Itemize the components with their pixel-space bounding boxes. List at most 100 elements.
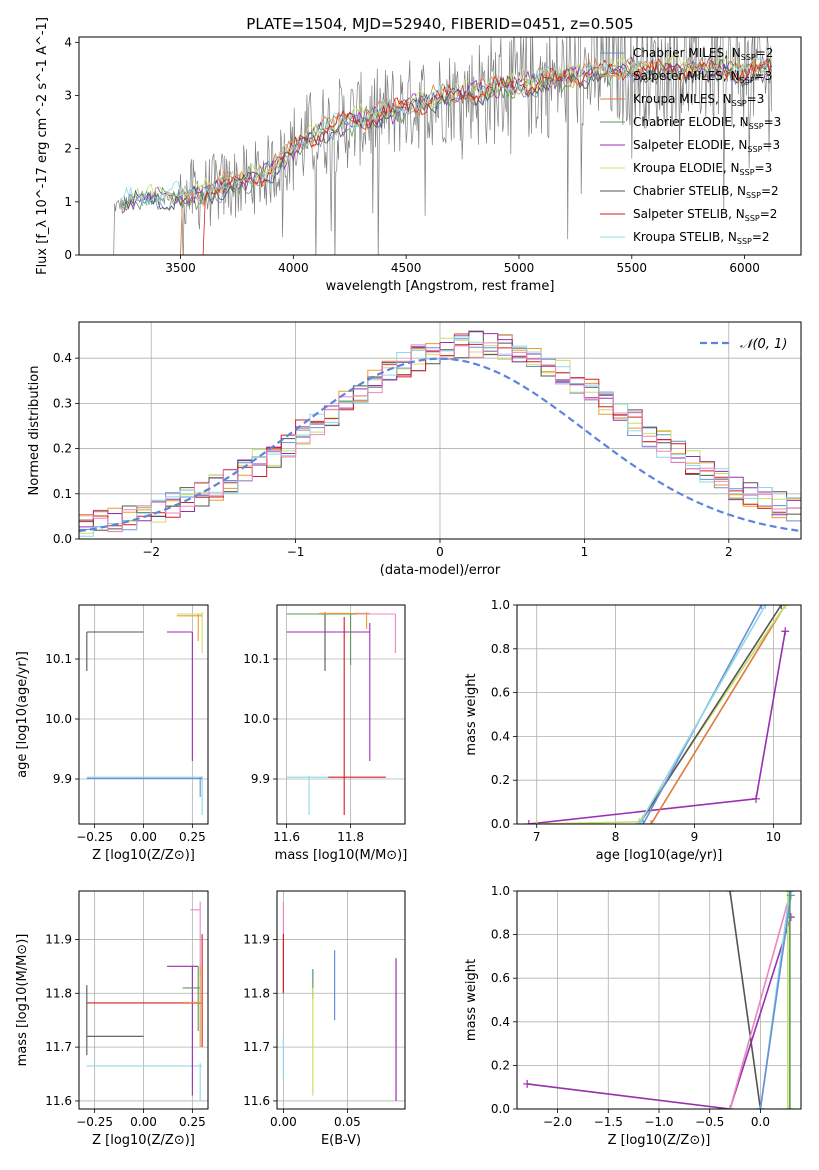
legend-label-sub: SSP [745,214,760,223]
axes-frame [516,890,802,1110]
y-axis-label: mass [log10(M/M⊙)] [15,934,30,1067]
x-tick-label: 4500 [391,261,422,275]
mass-weight-marker [785,1105,794,1109]
grid [517,890,801,1110]
x-tick-label: 0.00 [270,1115,297,1129]
axes-frame [516,604,802,825]
y-tick-label: 1 [64,195,72,209]
grid [79,605,208,824]
plot-area [282,901,397,1101]
mass-weight-marker [785,891,794,895]
residuals-legend: 𝒩(0, 1) [700,337,787,352]
y-tick-label: 0.2 [491,773,510,787]
legend-label: Kroupa STELIB, NSSP=2 [633,230,770,246]
plot-area [86,612,203,815]
y-tick-label: 2 [64,142,72,156]
y-tick-label: 1.0 [491,598,510,612]
y-tick-label: 1.0 [491,884,510,898]
x-axis-label: E(B-V) [321,1133,361,1148]
y-tick-label: 3 [64,88,72,102]
x-axis-label: (data-model)/error [380,563,501,578]
y-tick-label: 9.9 [251,772,270,786]
mass-weight-marker [781,605,790,609]
normal-distribution-curve [79,357,801,533]
legend-label-sub: SSP [741,53,756,62]
x-axis-label: Z [log10(Z/Z⊙)] [92,1133,195,1148]
legend-label-tail: =3 [747,92,765,106]
mass-weight-marker [524,820,533,824]
y-tick-label: 0.1 [53,487,72,501]
x-tick-label: 4000 [278,261,309,275]
y-tick-label: 11.7 [243,1040,270,1054]
spectrum-panel: 3500 4000 4500 5000 5500 6000 0 1 2 3 4 wavelength … [35,17,802,294]
legend-label-tail: =2 [760,207,778,221]
legend-label-main: Kroupa ELODIE, N [633,161,740,175]
y-tick-label: 0.2 [53,442,72,456]
legend-label-sub: SSP [732,99,747,108]
mass-weight-marker [761,605,770,609]
legend-label-main: Salpeter ELODIE, N [633,138,747,152]
y-tick-label: 9.9 [53,772,72,786]
y-tick-label: 0.4 [53,351,72,365]
mass-vs-metallicity-panel: −0.25 0.00 0.25 11.6 11.7 11.8 11.9 Z [log10(Z/… [15,890,209,1148]
plot-area [523,891,795,1109]
y-axis-label: Normed distribution [27,366,42,496]
y-tick-label: 0.6 [491,971,510,985]
plot-area [86,901,203,1101]
x-tick-label: −1 [287,545,305,559]
grid [277,605,405,824]
y-tick-label: 0.8 [491,928,510,942]
x-tick-label: −0.25 [76,830,113,844]
plot-area [79,330,801,537]
legend-label: 𝒩(0, 1) [740,337,787,352]
mass-weight-marker [777,605,786,609]
x-tick-label: 0.25 [179,1115,206,1129]
legend-label-tail: =2 [756,46,774,60]
mass-weight-marker [639,820,648,824]
y-tick-label: 0.4 [491,729,510,743]
legend-label-tail: =3 [755,161,773,175]
mass-weight-marker [523,1079,532,1088]
mass-weight-line [527,916,792,1109]
legend-label-main: Chabrier STELIB, N [633,184,746,198]
model-spectrum-line [121,55,773,205]
x-tick-label: 3500 [165,261,196,275]
y-tick-label: 10.1 [243,652,270,666]
plot-area [524,605,790,824]
x-tick-label: 0.0 [751,1115,770,1129]
y-tick-label: 11.9 [45,932,72,946]
legend-label: Kroupa ELODIE, NSSP=3 [633,161,772,177]
x-axis-label: age [log10(age/yr)] [596,848,723,863]
x-tick-label: 0.00 [130,1115,157,1129]
x-tick-label: 0.25 [179,830,206,844]
mass-weight-marker [783,1105,792,1109]
mass-weight-marker [726,891,734,895]
x-tick-label: −1.5 [594,1115,623,1129]
y-tick-label: 10.1 [45,652,72,666]
y-axis-label: Flux [f_λ 10^-17 erg cm^-2 s^-1 A^-1] [35,17,50,275]
grid [277,891,405,1109]
plot-area [112,37,773,255]
x-tick-label: 6000 [729,261,760,275]
legend-label: Chabrier MILES, NSSP=2 [633,46,773,62]
y-tick-label: 10.0 [243,712,270,726]
legend-label: Kroupa MILES, NSSP=3 [633,92,764,108]
legend-label-sub: SSP [740,76,755,85]
axes-frame [78,604,209,825]
legend-label: Chabrier ELODIE, NSSP=3 [633,115,781,131]
mass-weight-line [729,891,792,1109]
mass-weight-marker [786,891,795,900]
mass-weight-line [638,605,767,824]
axes-frame [276,604,406,825]
legend-label-sub: SSP [747,145,762,154]
x-axis-label: Z [log10(Z/Z⊙)] [608,1133,711,1148]
x-axis-label: wavelength [Angstrom, rest frame] [326,279,555,294]
massweight-vs-metallicity-panel: −2.0 −1.5 −1.0 −0.5 0.0 0.0 0.2 0.4 0.6 0.8 1.0 Z [… [464,884,802,1148]
y-tick-label: 0 [64,248,72,262]
residuals-panel: −2 −1 0 1 2 0.0 0.1 0.2 0.3 0.4 (data-model)/error… [27,321,802,578]
y-tick-label: 0.8 [491,642,510,656]
legend-label-sub: SSP [737,237,752,246]
massweight-vs-age-panel: 7 8 9 10 0.0 0.2 0.4 0.6 0.8 1.0 age [log10(age/yr… [464,598,802,863]
